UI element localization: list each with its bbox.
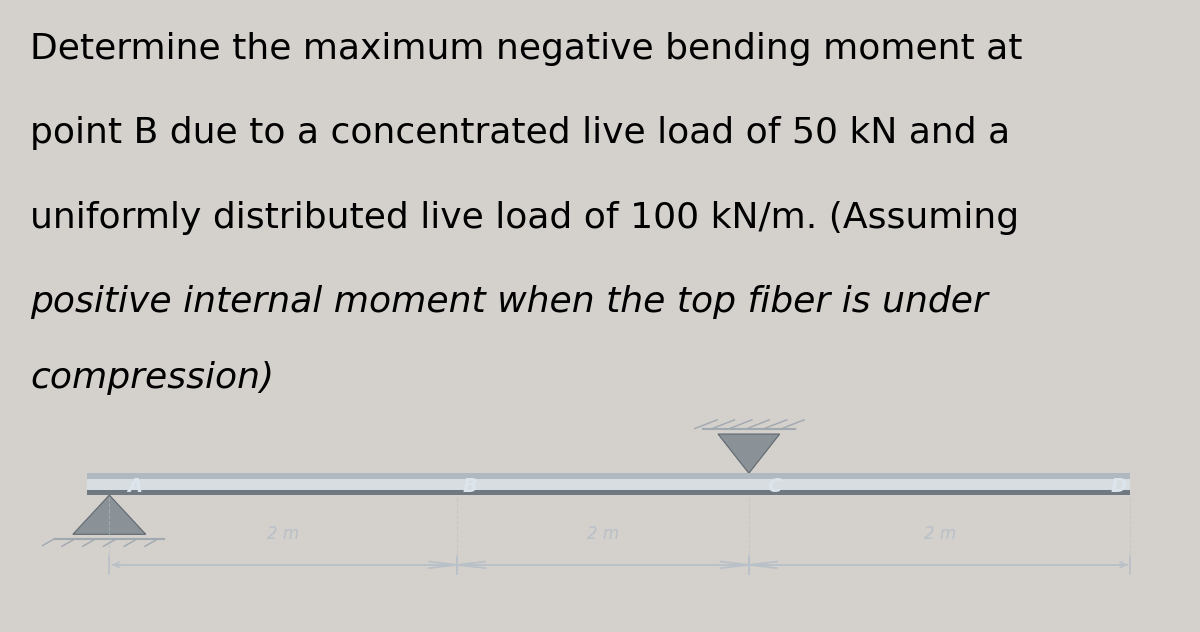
- Bar: [86, 473, 1130, 478]
- Bar: [86, 478, 1130, 490]
- Text: B: B: [463, 477, 478, 496]
- Text: 2 m: 2 m: [587, 525, 619, 543]
- Text: D: D: [1111, 477, 1127, 496]
- Text: 2 m: 2 m: [268, 525, 299, 543]
- Text: C: C: [767, 477, 781, 496]
- Text: compression): compression): [30, 362, 274, 395]
- Text: 2 m: 2 m: [924, 525, 955, 543]
- Text: positive internal moment when the top fiber is under: positive internal moment when the top fi…: [30, 285, 988, 319]
- Polygon shape: [73, 495, 145, 534]
- Text: point B due to a concentrated live load of 50 kN and a: point B due to a concentrated live load …: [30, 116, 1010, 150]
- Bar: [86, 490, 1130, 495]
- Text: A: A: [127, 477, 143, 496]
- Polygon shape: [718, 434, 780, 473]
- Text: Determine the maximum negative bending moment at: Determine the maximum negative bending m…: [30, 32, 1022, 66]
- Text: uniformly distributed live load of 100 kN/m. (Assuming: uniformly distributed live load of 100 k…: [30, 201, 1019, 234]
